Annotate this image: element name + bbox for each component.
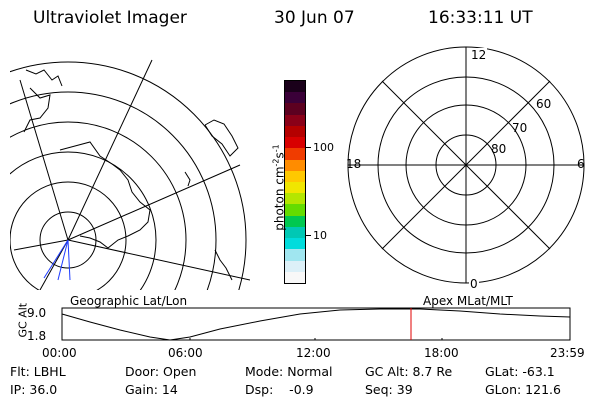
- gc-alt-xtick: 23:59: [550, 346, 585, 360]
- dsp-value: Dsp: -0.9: [245, 382, 314, 397]
- colorbar-segment: [285, 193, 305, 205]
- sequence-value: Seq: 39: [365, 382, 413, 397]
- time-label: 16:33:11 UT: [428, 8, 533, 28]
- gc-alt-xtick: 12:00: [296, 346, 331, 360]
- colorbar-segment: [285, 103, 305, 115]
- mlt-label-12: 12: [470, 48, 488, 62]
- longitude-lines: [13, 59, 250, 290]
- colorbar-label-10: 10: [313, 229, 327, 242]
- mlat-label-70: 70: [512, 121, 528, 135]
- gc-alt-ytick-top: 9.0: [27, 306, 47, 320]
- colorbar-label-100: 100: [313, 141, 334, 154]
- gc-alt-xtick: 06:00: [168, 346, 203, 360]
- mlt-label-18: 18: [346, 157, 362, 171]
- app-title: Ultraviolet Imager: [33, 8, 187, 28]
- footprint-lines: [43, 239, 71, 281]
- colorbar-segment: [285, 125, 305, 138]
- colorbar-segment: [285, 170, 305, 182]
- mlat-label-60: 60: [536, 97, 552, 111]
- mlt-label-6: 6: [577, 157, 585, 171]
- mlt-label-0: 0: [469, 277, 479, 291]
- colorbar-segment: [285, 271, 305, 283]
- gc-altitude-value: GC Alt: 8.7 Re: [365, 364, 453, 379]
- coastline: [23, 69, 239, 281]
- latitude-circles: [10, 61, 247, 290]
- geographic-label: Geographic Lat/Lon: [70, 294, 188, 308]
- geo-longitude-value: GLon: 121.6: [485, 382, 561, 397]
- gc-alt-xtick: 00:00: [42, 346, 77, 360]
- geographic-map: [10, 59, 250, 290]
- gc-alt-xtick: 18:00: [424, 346, 459, 360]
- colorbar-segment: [285, 215, 305, 227]
- door-status: Door: Open: [125, 364, 197, 379]
- colorbar-tick-100: [305, 147, 311, 148]
- polar-mlt-plot: [347, 46, 585, 284]
- colorbar-segment: [285, 238, 305, 250]
- colorbar-segment: [285, 204, 305, 216]
- colorbar-segment: [285, 249, 305, 261]
- mlat-label-80: 80: [491, 142, 507, 156]
- mode-value: Mode: Normal: [245, 364, 333, 379]
- colorbar-tick-10: [305, 235, 311, 236]
- gc-alt-plot: [61, 307, 571, 341]
- ip-value: IP: 36.0: [10, 382, 58, 397]
- filter-value: Flt: LBHL: [10, 364, 66, 379]
- geo-latitude-value: GLat: -63.1: [485, 364, 555, 379]
- altitude-curve: [61, 308, 571, 341]
- apex-label: Apex MLat/MLT: [423, 294, 513, 308]
- colorbar-segment: [285, 148, 305, 160]
- colorbar-segment: [285, 226, 305, 239]
- colorbar-segment: [285, 260, 305, 272]
- date-label: 30 Jun 07: [274, 8, 355, 28]
- gain-value: Gain: 14: [125, 382, 178, 397]
- colorbar-segment: [285, 181, 305, 194]
- color-scale-bar: [284, 80, 306, 284]
- colorbar-segment: [285, 114, 305, 126]
- colorbar-segment: [285, 92, 305, 104]
- colorbar-segment: [285, 159, 305, 171]
- colorbar-units: photon cm-2s-1: [271, 144, 287, 231]
- colorbar-segment: [285, 81, 305, 93]
- colorbar-segment: [285, 137, 305, 149]
- gc-alt-ytick-bottom: 1.8: [27, 329, 47, 343]
